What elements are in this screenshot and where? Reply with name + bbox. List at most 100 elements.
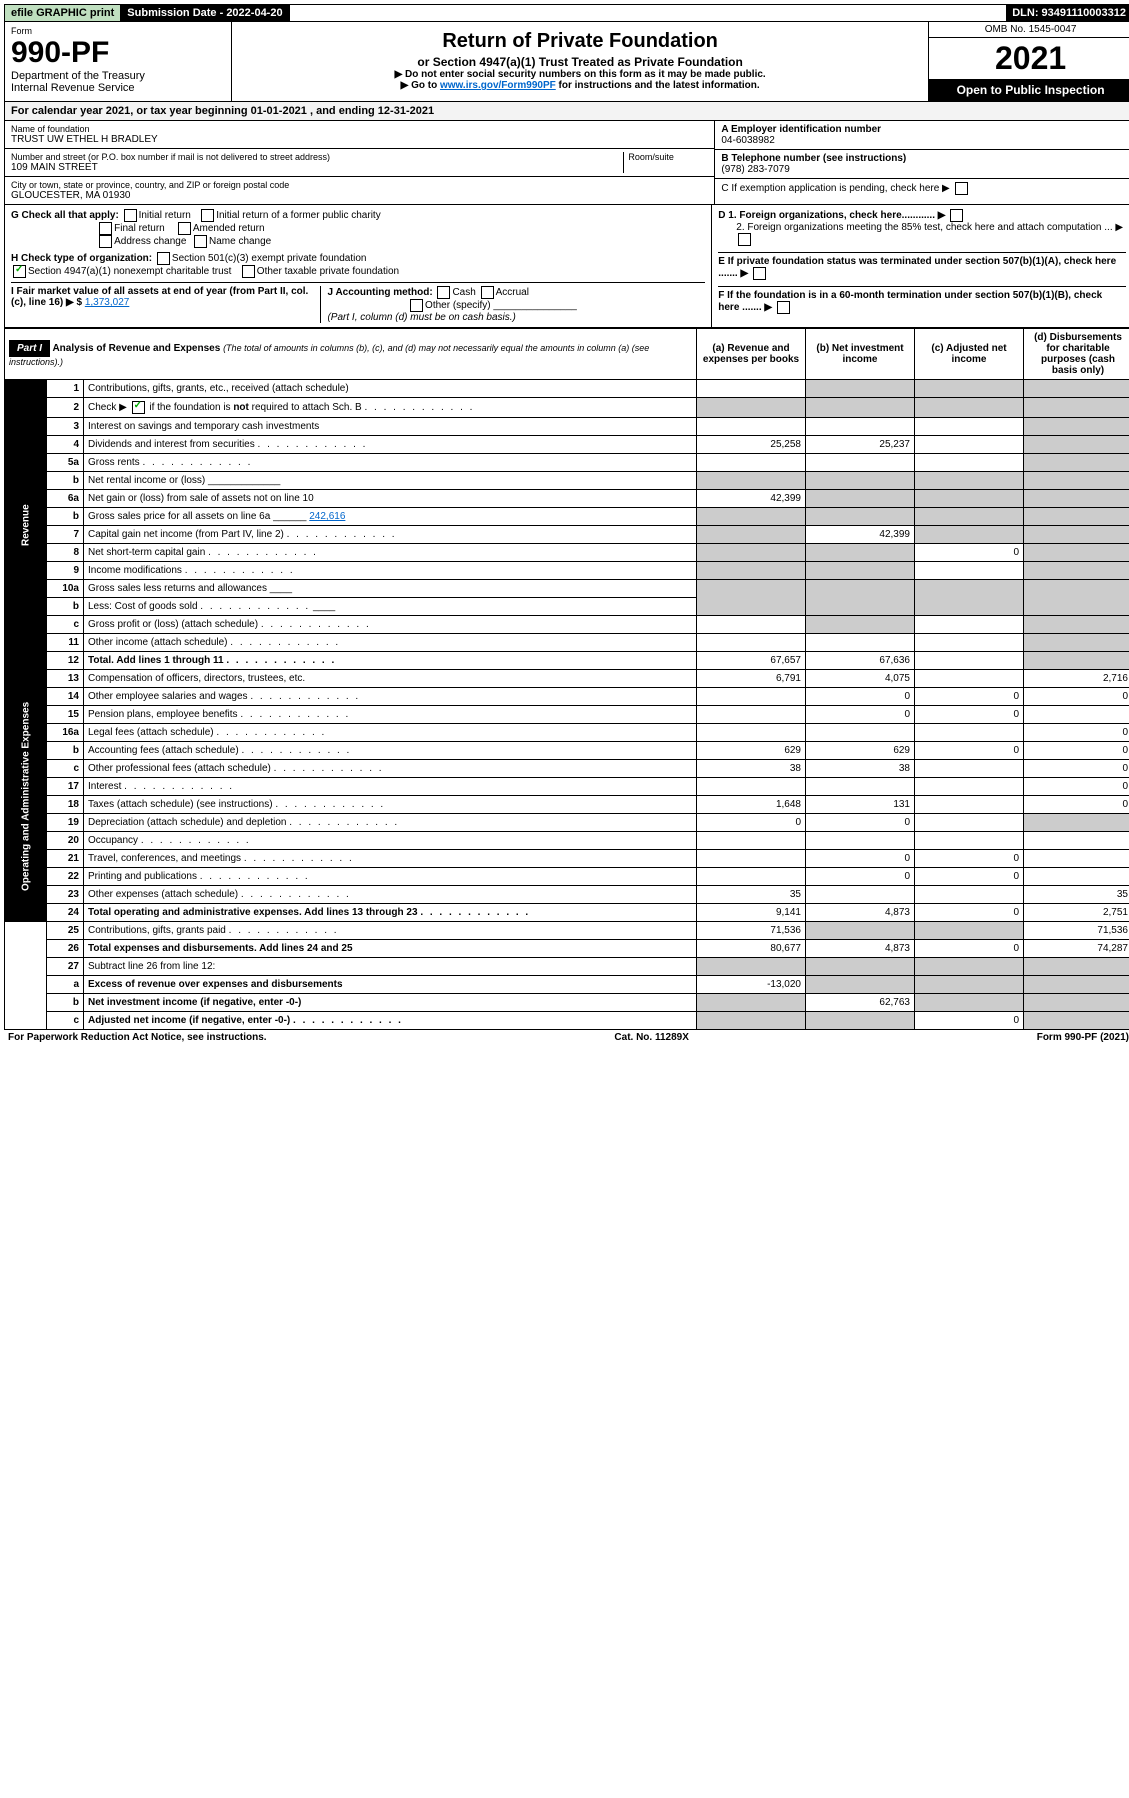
cell-val: 4,075: [806, 670, 915, 688]
efile-print-button[interactable]: efile GRAPHIC print: [5, 5, 121, 21]
foundation-name: TRUST UW ETHEL H BRADLEY: [11, 134, 708, 145]
j-cash-checkbox[interactable]: [437, 286, 450, 299]
cell-val: 2,751: [1024, 904, 1129, 922]
city-cell: City or town, state or province, country…: [5, 177, 714, 204]
table-row: aExcess of revenue over expenses and dis…: [5, 976, 1129, 994]
table-row: 26Total expenses and disbursements. Add …: [5, 940, 1129, 958]
h-other-checkbox[interactable]: [242, 265, 255, 278]
schb-checkbox[interactable]: [132, 401, 145, 414]
cell-val: 67,636: [806, 652, 915, 670]
header-title-block: Return of Private Foundation or Section …: [232, 22, 929, 101]
table-row: 9Income modifications: [5, 562, 1129, 580]
j-other-checkbox[interactable]: [410, 299, 423, 312]
line-desc: Net rental income or (loss) ____________…: [84, 472, 697, 490]
j-block: J Accounting method: Cash Accrual Other …: [321, 286, 705, 323]
h-4947-checkbox[interactable]: [13, 265, 26, 278]
f-checkbox[interactable]: [777, 301, 790, 314]
table-row: 20Occupancy: [5, 832, 1129, 850]
line-num: 9: [47, 562, 84, 580]
line-desc: Interest: [84, 778, 697, 796]
line-desc: Other income (attach schedule): [84, 634, 697, 652]
d1-checkbox[interactable]: [950, 209, 963, 222]
cell-val: 0: [915, 850, 1024, 868]
table-row: 4Dividends and interest from securities …: [5, 436, 1129, 454]
table-row: 8Net short-term capital gain 0: [5, 544, 1129, 562]
h-o1: Section 501(c)(3) exempt private foundat…: [172, 253, 367, 264]
expenses-side-label: Operating and Administrative Expenses: [5, 670, 47, 922]
line-desc: Total operating and administrative expen…: [84, 904, 697, 922]
g-initial-checkbox[interactable]: [124, 209, 137, 222]
part1-header-row: Part I Analysis of Revenue and Expenses …: [5, 329, 1129, 380]
ssn-note: ▶ Do not enter social security numbers o…: [238, 69, 922, 80]
part1-badge: Part I: [9, 340, 50, 357]
table-row: 14Other employee salaries and wages 000: [5, 688, 1129, 706]
g-address-checkbox[interactable]: [99, 235, 112, 248]
cell-val: 67,657: [697, 652, 806, 670]
city-value: GLOUCESTER, MA 01930: [11, 190, 708, 201]
irs-label: Internal Revenue Service: [11, 82, 225, 94]
top-bar: efile GRAPHIC print Submission Date - 20…: [4, 4, 1129, 22]
cell-val: 71,536: [1024, 922, 1129, 940]
line-desc: Taxes (attach schedule) (see instruction…: [84, 796, 697, 814]
street-address: 109 MAIN STREET: [11, 162, 623, 173]
gross-sales-val[interactable]: 242,616: [309, 511, 345, 522]
dln-number: DLN: 93491110003312: [1006, 5, 1129, 21]
h-501c3-checkbox[interactable]: [157, 252, 170, 265]
c-checkbox[interactable]: [955, 182, 968, 195]
line-num: b: [47, 994, 84, 1012]
line-desc: Other professional fees (attach schedule…: [84, 760, 697, 778]
table-row: 25Contributions, gifts, grants paid 71,5…: [5, 922, 1129, 940]
cell-val: 35: [697, 886, 806, 904]
cell-val: 0: [806, 850, 915, 868]
h-label: H Check type of organization:: [11, 253, 152, 264]
cell-val: 0: [915, 940, 1024, 958]
part1-title: Analysis of Revenue and Expenses: [52, 343, 220, 354]
table-row: 2Check ▶ if the foundation is not requir…: [5, 398, 1129, 418]
d2-checkbox[interactable]: [738, 233, 751, 246]
g-final-checkbox[interactable]: [99, 222, 112, 235]
j-accrual-checkbox[interactable]: [481, 286, 494, 299]
table-row: cGross profit or (loss) (attach schedule…: [5, 616, 1129, 634]
omb-number: OMB No. 1545-0047: [929, 22, 1129, 38]
cell-val: 9,141: [697, 904, 806, 922]
line-desc: Total expenses and disbursements. Add li…: [84, 940, 697, 958]
g-former-checkbox[interactable]: [201, 209, 214, 222]
e-checkbox[interactable]: [753, 267, 766, 280]
part1-table: Part I Analysis of Revenue and Expenses …: [4, 328, 1129, 1030]
j-label: J Accounting method:: [327, 287, 432, 298]
cell-val: 62,763: [806, 994, 915, 1012]
line-num: 13: [47, 670, 84, 688]
line-num: 17: [47, 778, 84, 796]
form-subtitle: or Section 4947(a)(1) Trust Treated as P…: [238, 55, 922, 69]
table-row: bAccounting fees (attach schedule) 62962…: [5, 742, 1129, 760]
g-o5: Address change: [114, 236, 186, 247]
cell-val: 0: [806, 688, 915, 706]
g-o3: Final return: [114, 223, 165, 234]
d2-label: 2. Foreign organizations meeting the 85%…: [736, 222, 1123, 233]
cell-val: 0: [1024, 796, 1129, 814]
line-num: 2: [47, 398, 84, 418]
g-amended-checkbox[interactable]: [178, 222, 191, 235]
line-desc: Pension plans, employee benefits: [84, 706, 697, 724]
line-desc: Subtract line 26 from line 12:: [84, 958, 697, 976]
line-desc: Net short-term capital gain: [84, 544, 697, 562]
line-num: 27: [47, 958, 84, 976]
line-desc: Depreciation (attach schedule) and deple…: [84, 814, 697, 832]
entity-left: Name of foundation TRUST UW ETHEL H BRAD…: [5, 121, 714, 204]
f-row: F If the foundation is in a 60-month ter…: [718, 286, 1126, 314]
g-name-checkbox[interactable]: [194, 235, 207, 248]
page-footer: For Paperwork Reduction Act Notice, see …: [4, 1030, 1129, 1045]
h-o3: Other taxable private foundation: [257, 266, 399, 277]
fmv-value[interactable]: 1,373,027: [85, 297, 130, 308]
col-b-header: (b) Net investment income: [806, 329, 915, 380]
cell-val: -13,020: [697, 976, 806, 994]
cell-val: 0: [915, 904, 1024, 922]
irs-form-link[interactable]: www.irs.gov/Form990PF: [440, 80, 556, 91]
form-ref: Form 990-PF (2021): [1037, 1032, 1129, 1043]
line-num: b: [47, 598, 84, 616]
line-num: b: [47, 508, 84, 526]
table-row: cOther professional fees (attach schedul…: [5, 760, 1129, 778]
line-desc: Net investment income (if negative, ente…: [84, 994, 697, 1012]
line-num: 12: [47, 652, 84, 670]
cat-no: Cat. No. 11289X: [614, 1032, 688, 1043]
